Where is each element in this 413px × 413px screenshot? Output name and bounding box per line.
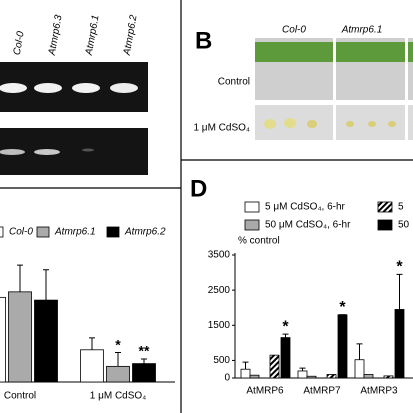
bar <box>383 375 394 379</box>
y-tick-label: 0 <box>224 373 230 384</box>
legend-label: Atmrp6.2 <box>124 227 166 238</box>
error-bar <box>43 269 49 301</box>
error-bar <box>141 358 147 364</box>
bar <box>106 365 130 383</box>
legend-swatch <box>244 219 260 231</box>
legend-label: Col-0 <box>9 227 33 238</box>
bar <box>8 291 32 383</box>
legend-label: 5 μM CdSO₄, 6-hr <box>265 202 346 213</box>
significance-marker: * <box>339 299 346 316</box>
legend-label: 5 <box>398 202 404 213</box>
lane-label: Col-0 <box>12 30 27 56</box>
significance-marker: * <box>282 318 289 335</box>
legend-label: 50 <box>398 220 410 231</box>
bar <box>132 363 156 383</box>
bar <box>280 337 291 379</box>
bar <box>249 374 260 379</box>
error-bar <box>356 343 363 360</box>
plant-photo <box>255 38 413 140</box>
y-tick-label: 2500 <box>208 285 231 296</box>
gel <box>0 62 148 175</box>
legend-label: Atmrp6.1 <box>54 227 96 238</box>
bar <box>306 375 317 379</box>
bar <box>240 368 251 379</box>
significance-marker: * <box>396 259 403 276</box>
significance-marker: * <box>115 336 121 352</box>
bar <box>363 374 374 379</box>
error-bar <box>17 264 23 292</box>
row-label: Control <box>218 77 250 88</box>
bar <box>354 359 365 379</box>
error-bar <box>89 337 95 350</box>
x-tick-label: AtMRP6 <box>246 386 284 397</box>
y-tick-label: 3500 <box>208 250 231 261</box>
panel-label: D <box>190 175 207 202</box>
legend-swatch <box>377 201 393 213</box>
bar <box>337 314 348 379</box>
bar <box>326 374 337 379</box>
lane-label: Atmrp6.3 <box>47 14 65 57</box>
lane-label: Atmrp6.2 <box>122 14 140 57</box>
error-bar <box>242 361 249 370</box>
y-axis-label: % control <box>238 236 280 247</box>
error-bar <box>396 273 403 310</box>
legend-swatch <box>244 201 260 213</box>
panel-label: B <box>195 27 212 54</box>
legend-label: 50 μM CdSO₄, 6-hr <box>265 220 351 231</box>
bar <box>34 299 58 383</box>
bar <box>394 309 405 379</box>
bar <box>297 370 308 379</box>
x-tick-label: 1 μM CdSO₄ <box>90 391 147 402</box>
legend-swatch <box>106 226 120 238</box>
lane-label: Atmrp6.1 <box>84 14 102 57</box>
x-tick-label: AtMRP3 <box>360 386 398 397</box>
bar <box>80 349 104 383</box>
legend-swatch <box>0 226 4 238</box>
error-bar <box>282 333 289 338</box>
column-label: Atmrp6.1 <box>341 25 383 36</box>
bar <box>0 296 6 383</box>
x-tick-label: AtMRP7 <box>303 386 341 397</box>
column-label: Col-0 <box>282 25 306 36</box>
error-bar <box>115 352 121 367</box>
significance-marker: ** <box>139 343 150 359</box>
bar <box>269 354 280 379</box>
x-tick-label: Control <box>4 391 36 402</box>
legend-swatch <box>377 219 393 231</box>
y-tick-label: 1500 <box>208 320 231 331</box>
legend-swatch <box>36 226 50 238</box>
row-label: 1 μM CdSO₄ <box>193 123 250 134</box>
error-bar <box>299 367 306 371</box>
y-tick-label: 500 <box>213 355 230 366</box>
